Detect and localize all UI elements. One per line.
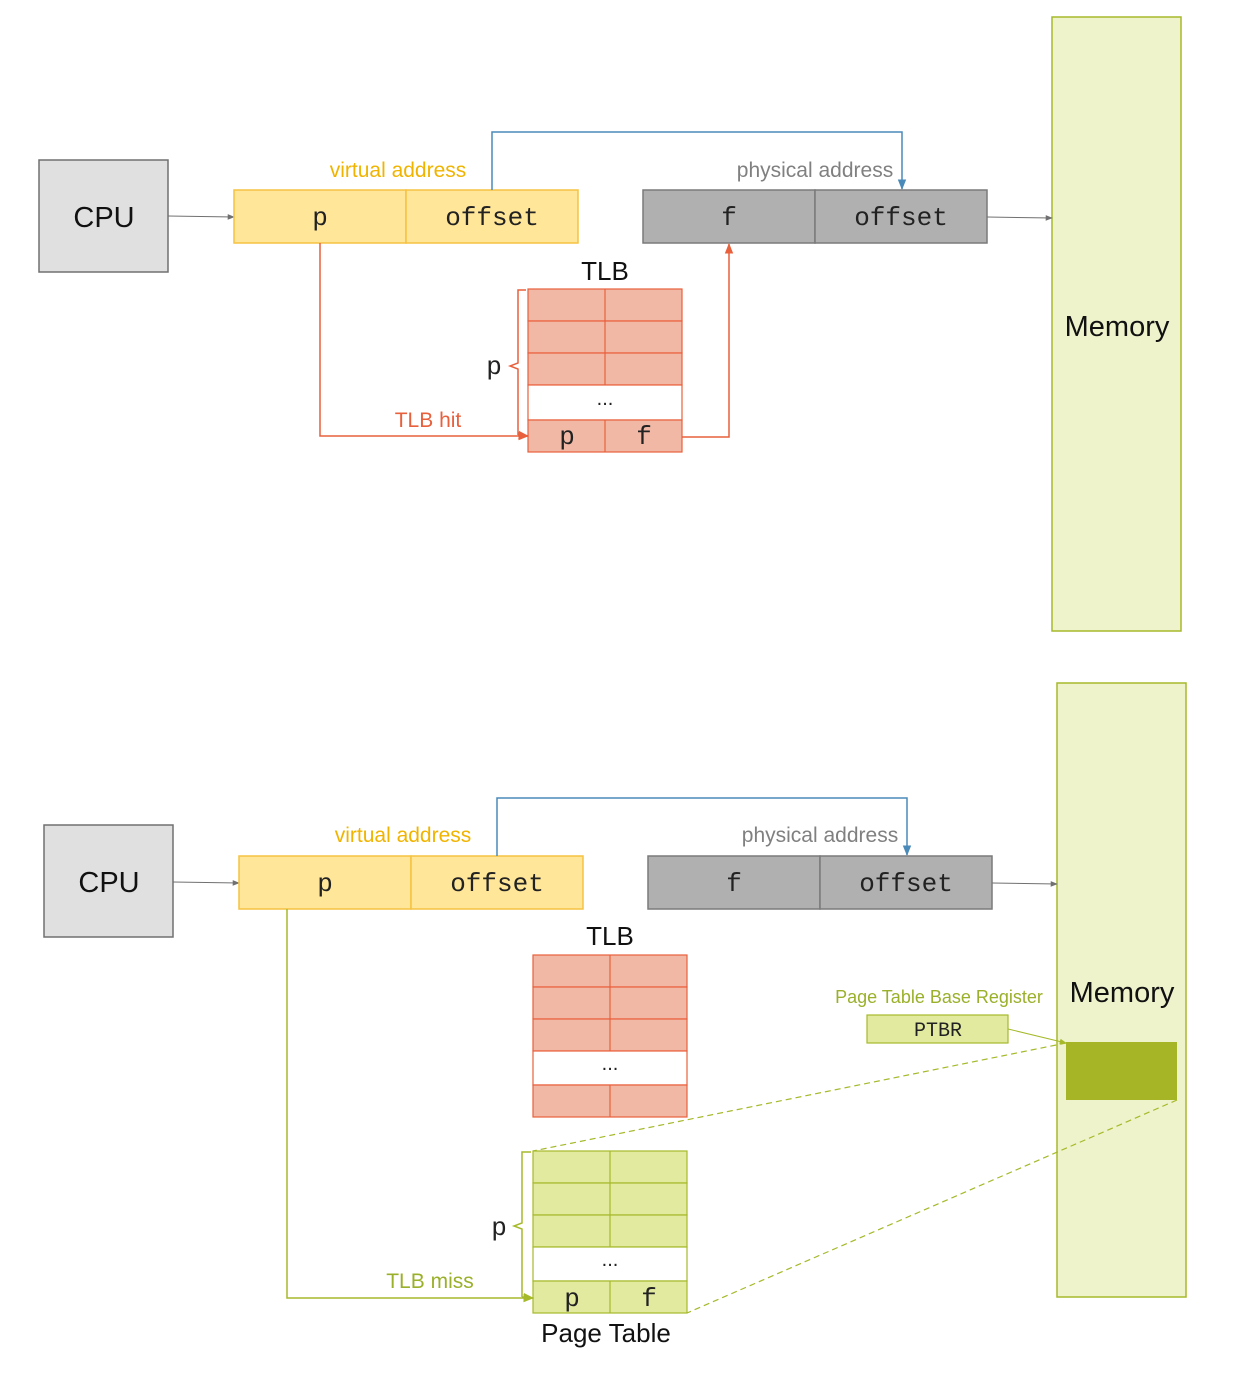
paddr-frame-text: f: [726, 869, 742, 899]
page-table-ellipsis: ...: [602, 1249, 619, 1271]
virtual-address-label: virtual address: [335, 824, 472, 847]
tlb-bracket: [507, 289, 526, 435]
paddr-frame-text: f: [721, 203, 737, 233]
paddr-offset-text: offset: [859, 869, 953, 899]
tlb-entry-frame: f: [636, 422, 652, 452]
ptbr-to-memory-arrow: [1007, 1028, 1067, 1045]
vaddr-offset-text: offset: [445, 203, 539, 233]
page-table-bracket: [511, 1151, 531, 1297]
projection-line-bottom: [686, 1099, 1178, 1314]
cpu-to-vaddr-arrow: [172, 880, 240, 886]
vaddr-page-cell: [238, 855, 412, 910]
vaddr-offset-text: offset: [450, 869, 544, 899]
ptbr-caption: Page Table Base Register: [835, 987, 1043, 1007]
cpu-to-vaddr-arrow: [167, 214, 235, 220]
paddr-offset-text: offset: [854, 203, 948, 233]
paddr-offset-cell: [819, 855, 993, 910]
physical-address-label: physical address: [742, 824, 898, 847]
memory-box: [1056, 682, 1187, 1298]
page-table-entry-frame: f: [641, 1284, 657, 1314]
vaddr-offset-cell: [410, 855, 584, 910]
tlb-miss-label: TLB miss: [386, 1270, 474, 1293]
page-table-entry-page: p: [564, 1284, 580, 1314]
tlb-ellipsis: ...: [597, 388, 614, 410]
tlb-hit-arrow: [319, 243, 530, 441]
tlb-miss-arrow: [286, 909, 535, 1303]
physical-address-label: physical address: [737, 159, 893, 182]
bracket-label: p: [491, 1213, 507, 1243]
cpu-box: [38, 159, 169, 273]
page-table: [532, 1150, 688, 1314]
vaddr-page-cell: [233, 189, 407, 244]
ptbr-label: PTBR: [914, 1020, 962, 1043]
tlb-hit-label: TLB hit: [395, 409, 462, 432]
tlb-hit-panel: Memory CPU virtual address p offset phys…: [38, 16, 1182, 632]
memory-label: Memory: [1065, 311, 1170, 343]
tlb-miss-panel: Memory CPU virtual address p offset phys…: [43, 682, 1187, 1348]
tlb-title: TLB: [586, 921, 634, 951]
paddr-to-memory-arrow: [991, 881, 1058, 887]
ptbr-box: [866, 1014, 1009, 1044]
page-table-title: Page Table: [541, 1318, 671, 1348]
tlb-entry-page: p: [559, 422, 575, 452]
cpu-box: [43, 824, 174, 938]
cpu-label: CPU: [73, 202, 134, 234]
offset-copy-arrow: [491, 131, 907, 191]
tlb-title: TLB: [581, 256, 629, 286]
projection-line-top: [532, 1042, 1067, 1152]
vaddr-page-text: p: [317, 869, 333, 899]
vaddr-offset-cell: [405, 189, 579, 244]
tlb-ellipsis: ...: [602, 1053, 619, 1075]
bracket-label: p: [486, 352, 502, 382]
paddr-offset-cell: [814, 189, 988, 244]
memory-box: [1051, 16, 1182, 632]
vaddr-page-text: p: [312, 203, 328, 233]
tlb-table: [532, 954, 688, 1118]
page-table-memory-block: [1066, 1042, 1177, 1100]
paddr-to-memory-arrow: [986, 215, 1053, 221]
offset-copy-arrow: [496, 797, 912, 857]
frame-to-paddr-arrow: [682, 242, 734, 438]
tlb-table: [527, 288, 683, 453]
memory-label: Memory: [1070, 977, 1175, 1009]
virtual-address-label: virtual address: [330, 159, 467, 182]
paddr-frame-cell: [647, 855, 821, 910]
cpu-label: CPU: [78, 867, 139, 899]
